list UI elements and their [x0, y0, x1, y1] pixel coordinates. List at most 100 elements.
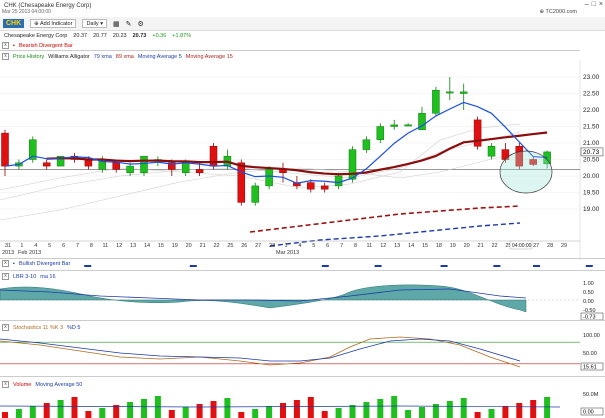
lbr-tick-label: 0.50 [583, 290, 594, 296]
volume-chart[interactable]: 50.0M 0.00 [0, 388, 605, 418]
draw-icon[interactable]: ✎ [125, 20, 132, 28]
toolbar: CHK ⊕ Add Indicator Daily ▾ ▦ ✎ ⚙ [0, 17, 605, 31]
volume-bar [432, 404, 439, 418]
close-pane-icon[interactable]: x [2, 381, 9, 388]
volume-bar [544, 397, 551, 418]
volume-pane-header: x Volume Moving Average 50 [0, 380, 605, 389]
symbol-box[interactable]: CHK [3, 19, 25, 28]
close-pane-icon[interactable]: x [2, 42, 9, 49]
date-tick-label: 27 [533, 243, 539, 249]
candle-body [126, 165, 134, 173]
volume-bar [99, 408, 106, 418]
date-tick-label: 8 [90, 243, 93, 249]
stoch-d-label[interactable]: %D 5 [67, 324, 81, 331]
lbr-ma-line [0, 288, 527, 302]
current-time-label: 04:00:00 [512, 243, 532, 249]
indicator-color-icon: ▪ [13, 260, 15, 267]
stoch-chart[interactable]: 100.00 50.00 15.61 [0, 331, 605, 375]
price-label[interactable]: Price History [13, 53, 45, 60]
timeframe-select[interactable]: Daily ▾ [82, 19, 107, 28]
candle-body [418, 113, 426, 131]
bullish-bar-mark [493, 265, 501, 267]
date-tick-label: 18 [436, 243, 442, 249]
date-tick-label: 20 [464, 243, 470, 249]
volume-bar [224, 398, 231, 418]
window-controls: – □ × [585, 1, 603, 8]
volume-bar [252, 409, 259, 418]
volume-bar [57, 400, 64, 418]
date-tick-label: 8 [354, 243, 357, 249]
quote-line: Chesapeake Energy Corp 20.37 20.77 20.23… [0, 31, 605, 41]
candle-body [168, 162, 176, 170]
tools-icon[interactable]: ⚙ [137, 20, 144, 28]
price-tick-label: 23.00 [583, 74, 600, 81]
stoch-k-label[interactable]: Stochastics 11 %K 3 [13, 324, 64, 331]
bullish-label[interactable]: Bullish Divergent Bar [18, 260, 71, 267]
lbr-chart[interactable]: 1.00 0.50 0.00 -0.50-0.73 [0, 280, 605, 320]
close-pane-icon[interactable]: x [2, 53, 9, 60]
lbr-tick-label: 1.00 [583, 281, 594, 287]
lbr-ma-label[interactable]: ma 16 [40, 273, 56, 280]
brand-label: TC2000.com [545, 9, 578, 15]
close-icon[interactable]: × [598, 1, 603, 8]
volume-bar [182, 407, 189, 418]
minimize-icon[interactable]: – [584, 1, 589, 8]
volume-bar [460, 398, 467, 418]
price-chart[interactable]: 23.00 22.50 22.00 21.50 21.00 20.50 20.00 19.50… [0, 60, 605, 260]
close-pane-icon[interactable]: x [2, 273, 9, 280]
date-tick-label: 12 [380, 243, 386, 249]
date-tick-label: 11 [102, 243, 108, 249]
candle-body [56, 155, 65, 167]
maximize-icon[interactable]: □ [591, 1, 596, 8]
lbr-value-label: -0.73 [583, 315, 596, 321]
volume-bar [141, 399, 147, 418]
volume-bar [307, 397, 314, 418]
quote-high: 20.77 [93, 33, 107, 39]
xma79-label[interactable]: 79 xma [93, 53, 112, 60]
add-indicator-button[interactable]: ⊕ Add Indicator [30, 19, 77, 28]
date-tick-label: 21 [478, 243, 484, 249]
price-tick-label: 22.50 [583, 91, 600, 98]
volume-bar [321, 411, 328, 418]
volume-bar [293, 400, 300, 418]
lbr-label[interactable]: LBR 3-10 [13, 273, 37, 280]
month-label: Feb 2013 [18, 250, 41, 256]
volume-bar [85, 411, 92, 418]
volume-label[interactable]: Volume [13, 381, 32, 388]
bullish-bar-mark [585, 265, 593, 267]
ma5-line [4, 101, 548, 184]
volume-bar [474, 412, 481, 418]
price-tick-label: 21.00 [583, 140, 600, 147]
candle-body [529, 159, 537, 165]
alligator-label[interactable]: Williams Alligator [48, 53, 90, 60]
date-tick-label: 14 [408, 243, 414, 249]
candle-body [237, 162, 246, 203]
xma89-label[interactable]: 89 xma [115, 53, 134, 60]
ma5-label[interactable]: Moving Average 5 [137, 53, 182, 60]
volume-bar [2, 412, 8, 418]
alligator-lips-line [0, 151, 521, 221]
date-tick-label: 25 [227, 243, 233, 249]
candle-body [181, 162, 190, 173]
last-price-box [580, 147, 604, 157]
date-tick-label: 27 [255, 243, 261, 249]
stoch-value-label: 15.61 [583, 365, 597, 371]
date-tick-label: 31 [5, 243, 11, 249]
candle-body [320, 185, 329, 190]
volume-bar [377, 399, 384, 418]
ma15-label[interactable]: Moving Average 15 [185, 53, 233, 60]
date-tick-label: 13 [394, 243, 400, 249]
candle-body [515, 146, 524, 167]
highlight-ellipse [499, 150, 553, 194]
layout-icon[interactable]: ▦ [112, 20, 120, 28]
close-pane-icon[interactable]: x [2, 260, 9, 267]
volume-bar [29, 406, 36, 418]
volume-ma-label[interactable]: Moving Average 50 [35, 381, 83, 388]
candle-body [251, 185, 259, 203]
bearish-label[interactable]: Bearish Divergent Bar [18, 42, 73, 49]
volume-value-label: 0.00 [583, 410, 594, 416]
candle-body [487, 146, 496, 157]
volume-bar [113, 405, 120, 418]
close-pane-icon[interactable]: x [2, 324, 9, 331]
date-tick-label: 4 [298, 243, 301, 249]
